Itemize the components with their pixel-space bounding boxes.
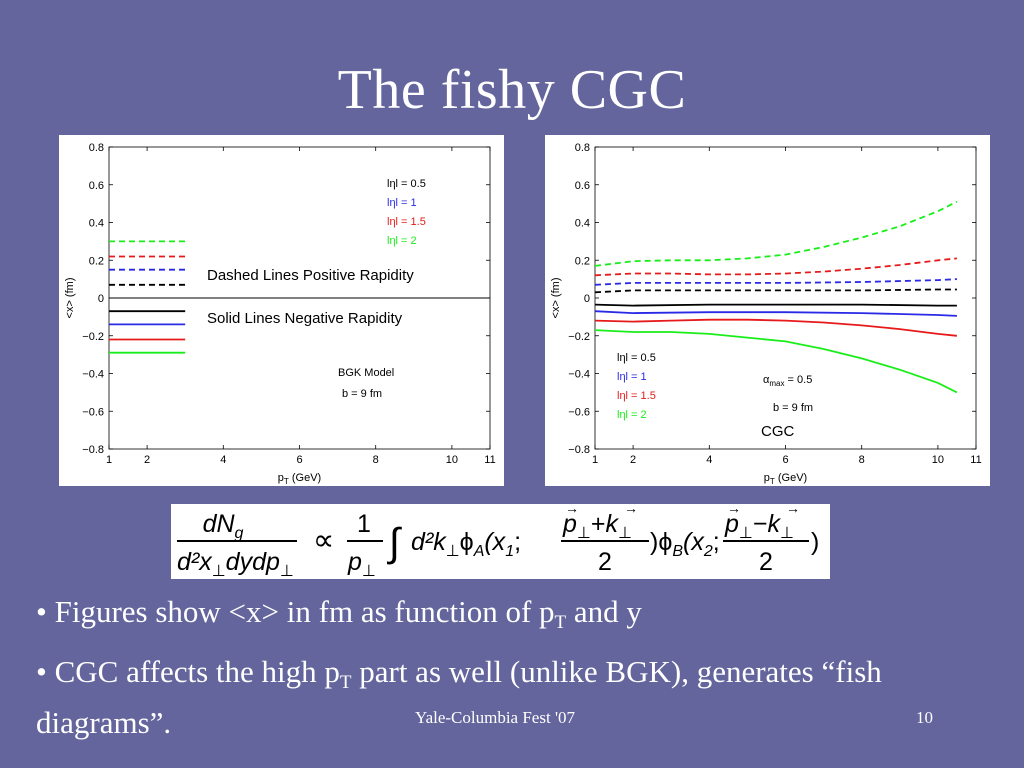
overlay-cgc-label: CGC [761, 423, 795, 440]
bullet-text: and y [566, 594, 642, 629]
formula-vector-arrow-icon: → [565, 504, 579, 516]
series-line-solid [594, 303, 957, 307]
annotation-model: BGK Model [338, 367, 394, 379]
x-tick-label: 10 [932, 454, 944, 466]
overlay-box [202, 305, 464, 330]
y-tick-label: −0.8 [82, 444, 104, 456]
legend-entry: lηl = 0.5 [387, 178, 426, 190]
bgk-plot-svg: 0.8 0.6 0.4 0.2 0 −0.2 −0.4 −0.6 −0.81 2 4 6 8 10 11 pT… [64, 142, 496, 486]
series-line-solid [594, 310, 957, 317]
series-line-solid [594, 318, 957, 337]
formula-svg: dNg d²x⊥dydp⊥ ∝ 1 p⊥ ∫ d²k⊥ϕA(x1; p⊥+k⊥ … [177, 500, 819, 580]
series-line-dashed [594, 257, 957, 277]
x-tick-label: 8 [859, 454, 865, 466]
y-tick-label: −0.6 [568, 406, 590, 418]
formula-vector-arrow-icon: → [727, 504, 741, 516]
y-tick-label: 0.6 [89, 180, 104, 192]
legend-entry: lηl = 2 [617, 409, 647, 421]
annotation-impact: b = 9 fm [773, 402, 813, 414]
formula-two-a: 2 [598, 548, 612, 576]
x-axis-label: pT (GeV) [278, 472, 321, 486]
x-tick-label: 11 [484, 454, 495, 466]
y-tick-label: 0 [98, 293, 104, 305]
y-axis-label: <x> (fm) [550, 278, 562, 319]
annotation-alpha: αmax = 0.5 [763, 374, 812, 388]
series-line-dashed [594, 278, 957, 286]
formula-proportional: ∝ [313, 524, 334, 557]
formula-close-paren: ) [811, 528, 819, 556]
x-axis-label: pT (GeV) [764, 472, 807, 486]
y-axis-label: <x> (fm) [64, 278, 76, 319]
formula-lhs-denominator: d²x⊥dydp⊥ [177, 548, 294, 579]
footer-text: Yale-Columbia Fest '07 [415, 708, 576, 727]
y-tick-label: −0.2 [82, 331, 104, 343]
overlay-solid-label: Solid Lines Negative Rapidity [207, 310, 403, 327]
x-tick-label: 1 [592, 454, 598, 466]
overlay-dashed-label: Dashed Lines Positive Rapidity [207, 267, 414, 284]
legend-entry: lηl = 1 [387, 197, 417, 209]
bgk-plot: 0.8 0.6 0.4 0.2 0 −0.2 −0.4 −0.6 −0.8 1 2 4 6 8 10 11 pT… [59, 135, 504, 486]
cgc-plot: 0.8 0.6 0.4 0.2 0 −0.2 −0.4 −0.6 −0.8 1 2 4 6 8 10 11 pT… [545, 135, 990, 486]
legend-entry: lηl = 2 [387, 235, 417, 247]
y-tick-label: 0.6 [575, 180, 590, 192]
formula-one: 1 [357, 510, 371, 538]
formula-lhs-numerator: dNg [203, 510, 244, 542]
x-tick-label: 6 [296, 454, 302, 466]
x-tick-label: 2 [144, 454, 150, 466]
x-tick-label: 6 [782, 454, 788, 466]
y-tick-label: 0 [584, 293, 590, 305]
y-tick-label: 0.8 [89, 142, 104, 154]
x-tick-label: 4 [220, 454, 226, 466]
y-tick-label: −0.4 [82, 369, 104, 381]
formula-phi-b: )ϕB(x2; [650, 528, 720, 560]
y-tick-label: 0.4 [89, 218, 104, 230]
x-tick-label: 1 [106, 454, 112, 466]
bullet-cgc-affects: • CGC affects the high pT part as well (… [36, 652, 936, 743]
formula-integral: ∫ [387, 521, 403, 565]
legend-entry: lηl = 1.5 [617, 390, 656, 402]
y-tick-label: 0.8 [575, 142, 590, 154]
series-line-dashed [594, 200, 958, 267]
rapidity-formula: dNg d²x⊥dydp⊥ ∝ 1 p⊥ ∫ d²k⊥ϕA(x1; p⊥+k⊥ … [171, 500, 830, 580]
legend-entry: lηl = 0.5 [617, 352, 656, 364]
y-tick-label: −0.8 [568, 444, 590, 456]
formula-vector-arrow-icon: → [624, 504, 638, 516]
x-tick-label: 2 [630, 454, 636, 466]
page-number: 10 [916, 708, 933, 727]
x-tick-label: 10 [446, 454, 458, 466]
formula-vector-arrow-icon: → [786, 504, 800, 516]
formula-two-b: 2 [759, 548, 773, 576]
formula-sum-numerator: p⊥+k⊥ [562, 510, 632, 542]
y-tick-label: 0.2 [575, 255, 590, 267]
formula-diff-numerator: p⊥−k⊥ [724, 510, 794, 542]
overlay-box [202, 262, 464, 287]
legend-entry: lηl = 1.5 [387, 216, 426, 228]
cgc-plot-svg: 0.8 0.6 0.4 0.2 0 −0.2 −0.4 −0.6 −0.81 2 4 6 8 10 11 pT… [550, 142, 982, 486]
bullet-subscript: T [339, 672, 352, 693]
series-line-solid [594, 329, 958, 394]
bullet-text: • Figures show <x> in fm as function of … [36, 594, 555, 629]
x-tick-label: 4 [706, 454, 712, 466]
annotation-impact: b = 9 fm [342, 388, 382, 400]
x-tick-label: 11 [970, 454, 981, 466]
slide-title: The fishy CGC [337, 59, 687, 121]
formula-p-perp: p⊥ [347, 548, 376, 579]
bullet-text: • CGC affects the high p [36, 654, 340, 689]
bullet-subscript: T [554, 612, 567, 633]
legend-entry: lηl = 1 [617, 371, 647, 383]
y-tick-label: −0.6 [82, 406, 104, 418]
series-line-dashed [594, 288, 957, 294]
y-tick-label: −0.4 [568, 369, 590, 381]
x-tick-label: 8 [373, 454, 379, 466]
y-tick-label: −0.2 [568, 331, 590, 343]
y-tick-label: 0.2 [89, 255, 104, 267]
y-tick-label: 0.4 [575, 218, 590, 230]
bullet-figures-show: • Figures show <x> in fm as function of … [36, 592, 642, 643]
formula-body: d²k⊥ϕA(x1; [411, 528, 521, 560]
bullet-text: part as well (unlike BGK), generates “fi… [36, 654, 882, 740]
